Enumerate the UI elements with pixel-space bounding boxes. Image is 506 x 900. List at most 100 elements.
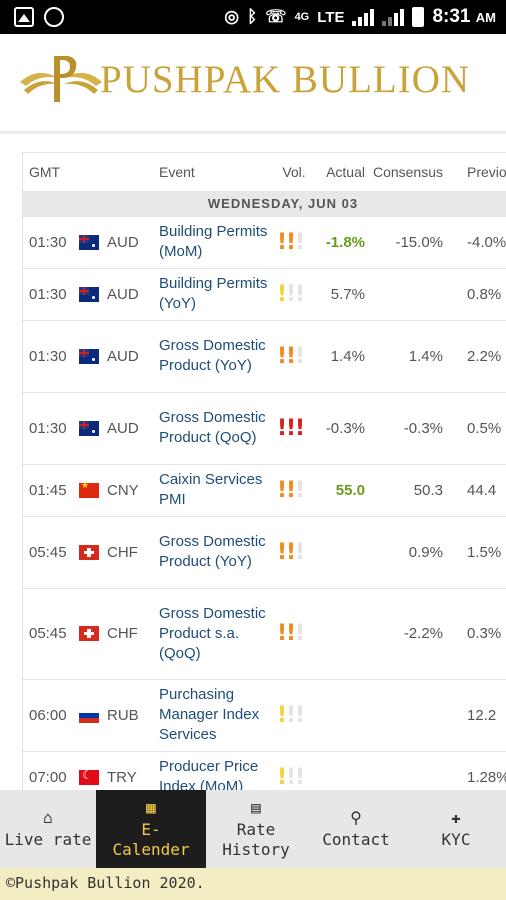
table-row[interactable]: 01:30 AUD Building Permits (YoY) !!! 5.7… — [23, 268, 506, 321]
network-type-label: 4G — [294, 11, 310, 23]
volatility-low-icon: !!! — [277, 281, 306, 307]
row-actual — [311, 751, 369, 790]
row-currency: AUD — [107, 419, 139, 437]
volatility-high-icon: !!! — [277, 415, 306, 441]
signal-icon — [352, 8, 375, 26]
nav-e-calender[interactable]: ▦ E- Calender — [96, 790, 206, 868]
row-event[interactable]: Caixin Services PMI — [159, 464, 277, 517]
row-currency: CHF — [107, 625, 138, 642]
row-consensus: 0.9% — [369, 516, 453, 589]
day-label: WEDNESDAY, JUN 03 — [23, 191, 506, 217]
row-event[interactable]: Gross Domestic Product (YoY) — [159, 516, 277, 589]
nav-kyc[interactable]: ✚ KYC — [406, 790, 506, 868]
currency-cell: AUD — [79, 420, 159, 437]
row-consensus — [369, 268, 453, 321]
nav-e-calender-label-2: Calender — [112, 840, 190, 859]
row-event[interactable]: Gross Domestic Product (QoQ) — [159, 392, 277, 465]
russia-flag-icon — [79, 707, 99, 723]
australia-flag-icon — [79, 348, 99, 364]
nav-rate-history[interactable]: ▤ Rate History — [206, 790, 306, 868]
table-row[interactable]: 01:30 AUD Gross Domestic Product (YoY) !… — [23, 320, 506, 393]
calendar-icon: ▦ — [146, 798, 156, 817]
column-currency — [79, 153, 159, 192]
nav-e-calender-label-1: E- — [141, 820, 161, 839]
row-currency: RUB — [107, 706, 139, 724]
currency-cell: CHF — [79, 544, 159, 561]
row-actual: -1.8% — [311, 216, 369, 269]
wing-logo-icon — [20, 56, 102, 102]
row-currency: CNY — [107, 481, 139, 499]
volatility-medium-icon: !!! — [277, 343, 306, 369]
status-bar: ◎ ᛒ ☏ 4G LTE 8:31 AM — [0, 0, 506, 34]
row-event[interactable]: Building Permits (MoM) — [159, 216, 277, 269]
nav-kyc-label: KYC — [441, 830, 471, 849]
row-time: 01:30 — [23, 392, 79, 465]
nav-live-rate[interactable]: ⌂ Live rate — [0, 790, 96, 868]
row-actual: 5.7% — [311, 268, 369, 321]
footer: ©Pushpak Bullion 2020. — [0, 868, 506, 900]
currency-cell: CHF — [79, 625, 159, 642]
signal-2-icon — [382, 8, 405, 26]
row-time: 01:45 — [23, 464, 79, 517]
row-actual — [311, 588, 369, 680]
nav-contact-label: Contact — [322, 830, 390, 849]
row-previous: 1.5% — [453, 516, 506, 589]
row-event[interactable]: Producer Price Index (MoM) — [159, 751, 277, 790]
row-consensus: 1.4% — [369, 320, 453, 393]
column-previous: Previous — [453, 153, 506, 192]
economic-calendar-table[interactable]: GMT Event Vol. Actual Consensus Previous… — [22, 152, 506, 790]
nav-live-rate-label: Live rate — [4, 830, 92, 849]
row-consensus: -2.2% — [369, 588, 453, 680]
column-event: Event — [159, 153, 277, 192]
table-row[interactable]: 05:45 CHF Gross Domestic Product (YoY) !… — [23, 516, 506, 589]
app-notification-icon — [44, 7, 64, 27]
row-consensus — [369, 679, 453, 752]
bottom-navigation: ⌂ Live rate ▦ E- Calender ▤ Rate History… — [0, 790, 506, 868]
row-currency: CHF — [107, 543, 138, 561]
table-row[interactable]: 05:45 CHF Gross Domestic Product s.a. (Q… — [23, 588, 506, 680]
column-gmt: GMT — [23, 153, 79, 192]
row-actual: 1.4% — [311, 320, 369, 393]
row-actual: -0.3% — [311, 392, 369, 465]
column-actual: Actual — [311, 153, 369, 192]
row-event[interactable]: Purchasing Manager Index Services — [159, 679, 277, 752]
table-row[interactable]: 07:00 TRY Producer Price Index (MoM) !!!… — [23, 751, 506, 790]
table-row[interactable]: 01:30 AUD Building Permits (MoM) !!! -1.… — [23, 216, 506, 269]
hotspot-icon: ◎ — [224, 7, 240, 26]
australia-flag-icon — [79, 286, 99, 302]
day-header-row: WEDNESDAY, JUN 03 — [23, 191, 506, 217]
switzerland-flag-icon — [79, 626, 99, 641]
currency-cell: AUD — [79, 348, 159, 365]
image-notification-icon — [14, 7, 34, 27]
brand-name: PUSHPAK BULLION — [100, 57, 471, 101]
nav-contact[interactable]: ⚲ Contact — [306, 790, 406, 868]
row-time: 01:30 — [23, 268, 79, 321]
row-event[interactable]: Gross Domestic Product (YoY) — [159, 320, 277, 393]
row-currency: AUD — [107, 233, 139, 251]
turkey-flag-icon — [79, 769, 99, 785]
row-time: 06:00 — [23, 679, 79, 752]
table-row[interactable]: 06:00 RUB Purchasing Manager Index Servi… — [23, 679, 506, 752]
column-volatility: Vol. — [277, 153, 311, 192]
row-previous: 2.2% — [453, 320, 506, 393]
switzerland-flag-icon — [79, 544, 99, 560]
system-icons: ◎ ᛒ ☏ 4G LTE 8:31 AM — [224, 6, 496, 28]
row-actual — [311, 516, 369, 589]
row-currency: TRY — [107, 768, 137, 786]
row-currency: AUD — [107, 285, 139, 303]
row-event[interactable]: Building Permits (YoY) — [159, 268, 277, 321]
table-header-row: GMT Event Vol. Actual Consensus Previous — [23, 153, 506, 192]
currency-cell: AUD — [79, 234, 159, 251]
currency-cell: TRY — [79, 769, 159, 786]
australia-flag-icon — [79, 420, 99, 436]
column-consensus: Consensus — [369, 153, 453, 192]
row-previous: 0.8% — [453, 268, 506, 321]
table-row[interactable]: 01:45 CNY Caixin Services PMI !!! 55.0 5… — [23, 464, 506, 517]
table-row[interactable]: 01:30 AUD Gross Domestic Product (QoQ) !… — [23, 392, 506, 465]
bluetooth-icon: ᛒ — [247, 7, 258, 26]
row-event[interactable]: Gross Domestic Product s.a. (QoQ) — [159, 588, 277, 680]
home-icon: ⌂ — [43, 808, 53, 827]
nav-rate-history-label-2: History — [222, 840, 290, 859]
row-time: 07:00 — [23, 751, 79, 790]
volatility-medium-icon: !!! — [277, 539, 306, 565]
